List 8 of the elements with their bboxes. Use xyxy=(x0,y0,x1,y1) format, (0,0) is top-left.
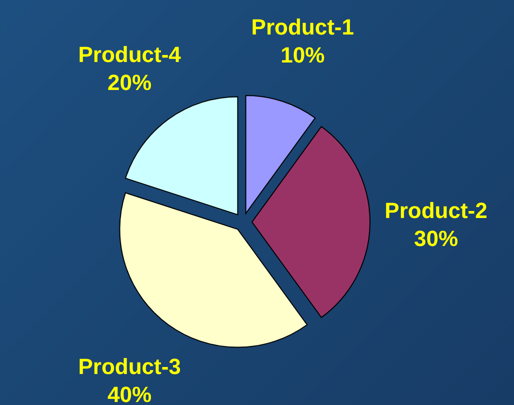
data-label: 10% xyxy=(280,42,325,68)
slice-label: Product-4 xyxy=(78,42,182,67)
slice-label: Product-1 xyxy=(251,14,354,40)
data-label: 30% xyxy=(414,226,458,251)
data-label: 20% xyxy=(108,70,152,95)
slice-label: Product-2 xyxy=(384,198,488,223)
slice-label: Product-3 xyxy=(78,354,181,380)
data-label: 40% xyxy=(108,382,152,405)
